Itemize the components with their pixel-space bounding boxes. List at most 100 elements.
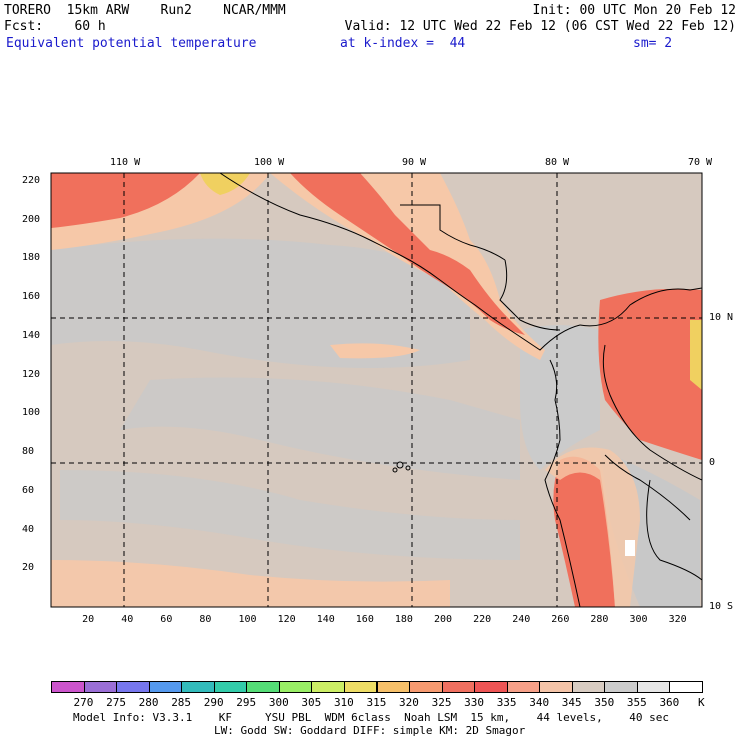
central-america-caribbean-coast <box>499 259 561 331</box>
legend-swatch <box>148 681 183 693</box>
footer-model-info: Model Info: V3.3.1 KF YSU PBL WDM 6class… <box>73 711 670 724</box>
legend-swatch <box>246 681 280 693</box>
legend-label: 360 <box>659 696 680 709</box>
legend-label: 315 <box>366 696 387 709</box>
legend-swatch <box>278 681 313 693</box>
x-grid-label: 120 <box>277 614 296 625</box>
legend-label: 330 <box>464 696 485 709</box>
legend-swatch <box>343 681 378 693</box>
yucatan-coast <box>400 204 506 261</box>
y-grid-label: 120 <box>22 368 41 380</box>
x-grid-label: 60 <box>160 614 173 625</box>
legend-label: 335 <box>496 696 517 709</box>
lon-label-80w: 80 W <box>545 157 570 168</box>
legend-label: 320 <box>399 696 419 709</box>
legend-label: 355 <box>626 696 647 709</box>
map-frame <box>50 172 703 608</box>
peak-venezuela <box>690 320 702 390</box>
lat-label-0: 0 <box>709 457 716 468</box>
header-smoothing: sm= 2 <box>633 36 673 51</box>
x-grid-label: 80 <box>199 614 212 625</box>
cool-region-central <box>120 377 520 480</box>
mexico-coast <box>219 173 401 256</box>
x-grid-label: 160 <box>355 614 374 625</box>
lat-label-10n: 10 N <box>709 312 734 323</box>
y-grid-label: 180 <box>22 252 41 264</box>
lat-label-10s: 10 S <box>709 601 734 612</box>
legend-swatch <box>181 681 215 693</box>
peak-band-nw <box>200 173 250 195</box>
y-grid-label: 40 <box>22 523 35 535</box>
y-grid-label: 140 <box>22 329 41 341</box>
header-field-name: Equivalent potential temperature <box>6 36 257 51</box>
x-grid-label: 100 <box>238 614 257 625</box>
x-grid-label: 40 <box>121 614 134 625</box>
legend-label: 295 <box>236 696 257 709</box>
y-grid-label: 220 <box>22 174 41 186</box>
legend-swatch <box>506 681 541 693</box>
legend-label: 350 <box>594 696 615 709</box>
hot-venezuela <box>598 288 702 460</box>
header-run-info: TORERO 15km ARW Run2 NCAR/MMM <box>4 3 286 18</box>
colombia-border <box>602 344 702 481</box>
central-america-pacific-coast <box>399 254 581 351</box>
y-grid-label: 80 <box>22 446 35 457</box>
x-grid-label: 180 <box>394 614 413 625</box>
legend-label: 280 <box>138 696 159 709</box>
legend-label: 270 <box>73 696 94 709</box>
x-grid-label: 140 <box>316 614 335 625</box>
x-grid-label: 220 <box>473 614 492 625</box>
legend-swatch <box>474 681 508 693</box>
legend-swatch <box>539 681 573 693</box>
legend-label: 275 <box>106 696 126 709</box>
y-grid-label: 60 <box>22 484 35 496</box>
legend-swatch <box>636 681 671 693</box>
cool-region-colombia-coast <box>520 325 600 470</box>
legend-label: 305 <box>301 696 322 709</box>
cold-spot-andes <box>625 540 635 556</box>
x-grid-label: 20 <box>82 614 95 625</box>
x-grid-label: 200 <box>433 614 453 625</box>
legend-swatch <box>213 681 248 693</box>
warm-patch-central <box>330 343 420 359</box>
y-grid-label: 160 <box>22 291 41 302</box>
legend-swatch <box>311 681 345 693</box>
theta-e-map <box>50 172 703 608</box>
y-grid-label: 100 <box>22 407 41 419</box>
legend-swatch <box>51 681 85 693</box>
legend-swatch <box>409 681 443 693</box>
hot-ecuador-peru <box>553 456 615 607</box>
x-grid-label: 240 <box>512 614 531 625</box>
legend-swatch <box>571 681 606 693</box>
header-valid-time: Valid: 12 UTC Wed 22 Feb 12 (06 CST Wed … <box>344 19 736 34</box>
footer-physics-info: LW: Godd SW: Goddard DIFF: simple KM: 2D… <box>214 724 526 737</box>
legend-label: 340 <box>529 696 550 709</box>
header-init-time: Init: 00 UTC Mon 20 Feb 12 <box>532 3 737 18</box>
map-field <box>51 173 702 607</box>
warm-andes <box>545 447 640 607</box>
x-grid-label: 280 <box>590 614 609 625</box>
lon-label-100w: 100 W <box>254 157 285 168</box>
legend-label: 325 <box>431 696 452 709</box>
legend-swatch <box>376 681 411 693</box>
header-level: at k-index = 44 <box>340 36 466 51</box>
legend-label: 285 <box>171 696 192 709</box>
lon-label-70w: 70 W <box>688 157 713 168</box>
legend-swatch <box>116 681 150 693</box>
lon-label-90w: 90 W <box>402 157 427 168</box>
colombia-north-coast <box>579 287 702 327</box>
hot-central-america <box>290 173 525 335</box>
galapagos-island-2 <box>405 465 411 471</box>
coastlines <box>219 173 702 607</box>
cool-region-south <box>60 470 520 560</box>
x-grid-label: 320 <box>668 614 687 625</box>
legend-label: 310 <box>333 696 354 709</box>
peru-border <box>604 454 691 521</box>
y-grid-label: 20 <box>22 562 35 574</box>
legend-swatch <box>669 681 703 693</box>
galapagos-island-3 <box>392 467 398 473</box>
legend-unit: K <box>698 696 705 709</box>
lat-lon-grid <box>51 173 702 607</box>
galapagos-island-1 <box>396 461 404 469</box>
warm-band-south <box>51 560 450 607</box>
